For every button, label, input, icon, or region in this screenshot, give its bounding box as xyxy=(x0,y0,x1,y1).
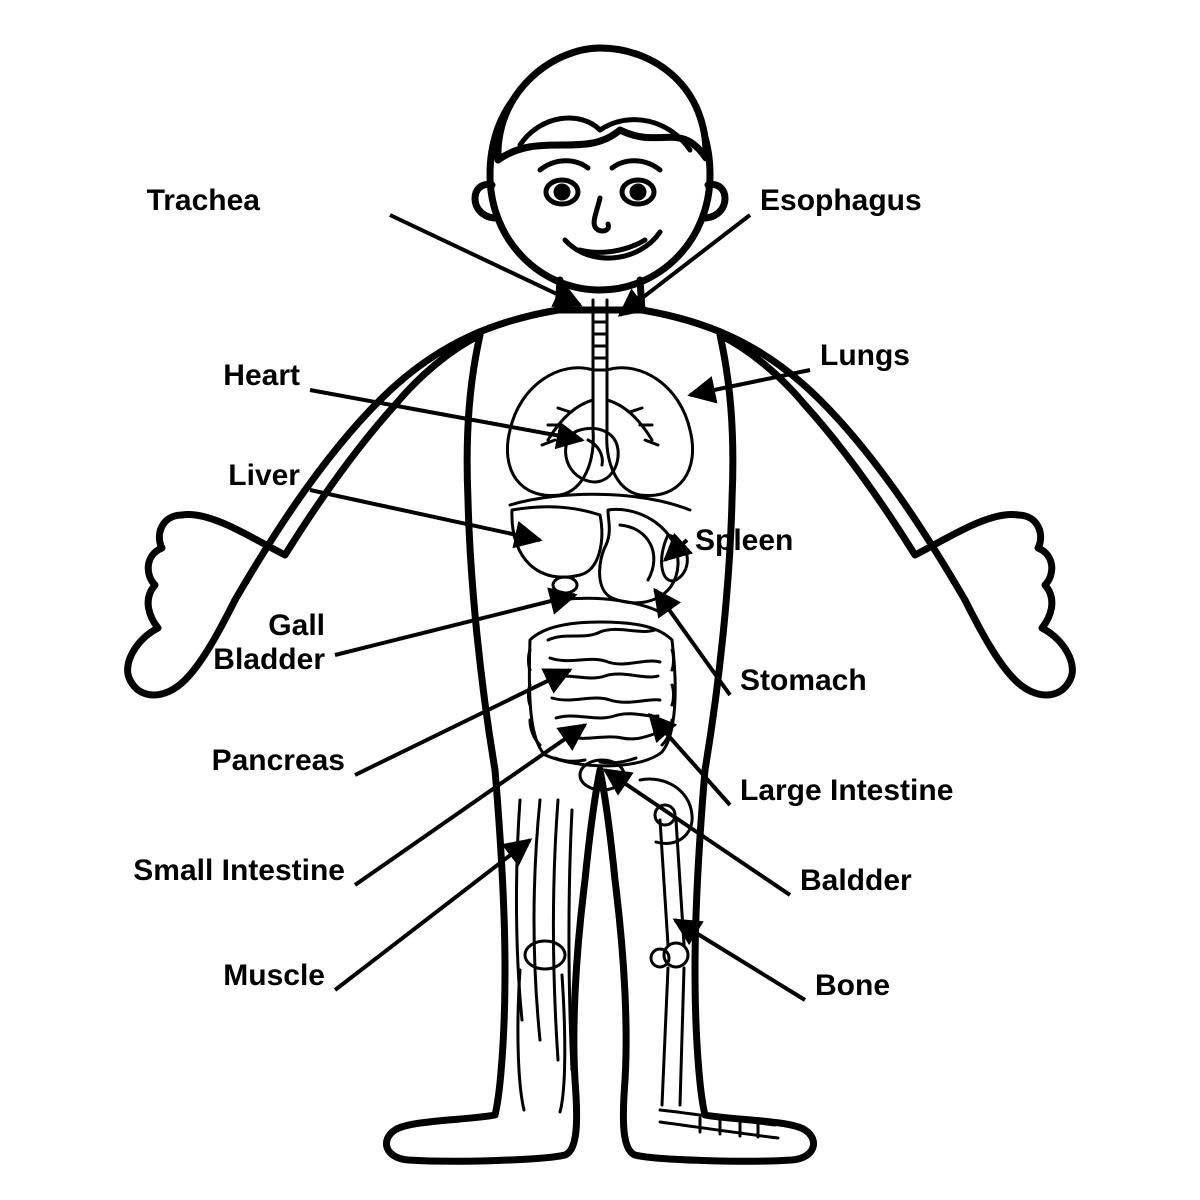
label-lungs: Lungs xyxy=(820,339,910,374)
leader-small_intestine xyxy=(355,725,585,885)
label-liver: Liver xyxy=(228,459,300,494)
label-small-intestine: Small Intestine xyxy=(133,854,345,889)
leader-gall_bladder xyxy=(335,595,575,655)
muscle xyxy=(516,800,572,1112)
label-spleen: Spleen xyxy=(695,524,793,559)
label-baldder: Baldder xyxy=(800,864,912,899)
body-outline xyxy=(128,48,1073,1161)
label-pancreas: Pancreas xyxy=(212,744,345,779)
leader-esophagus xyxy=(620,215,750,315)
label-large-intestine: Large Intestine xyxy=(740,774,953,809)
body-figure xyxy=(0,0,1200,1200)
label-muscle: Muscle xyxy=(223,959,325,994)
leader-spleen xyxy=(665,540,687,560)
leader-large_intestine xyxy=(650,715,730,805)
label-trachea: Trachea xyxy=(147,184,260,219)
label-stomach: Stomach xyxy=(740,664,867,699)
leader-trachea xyxy=(390,215,580,305)
label-esophagus: Esophagus xyxy=(760,184,922,219)
face xyxy=(540,161,660,258)
organs xyxy=(507,300,778,1138)
label-bone: Bone xyxy=(815,969,890,1004)
leader-lines xyxy=(310,215,810,1000)
anatomy-diagram: Trachea Heart Liver Gall Bladder Pancrea… xyxy=(0,0,1200,1200)
leader-liver xyxy=(310,490,540,540)
label-gall-bladder: Gall Bladder xyxy=(213,609,325,678)
bone xyxy=(640,779,778,1138)
label-heart: Heart xyxy=(223,359,300,394)
